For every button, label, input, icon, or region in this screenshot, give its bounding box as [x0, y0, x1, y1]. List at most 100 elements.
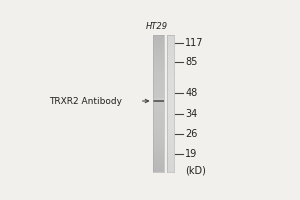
Bar [153, 40, 164, 42]
Bar [167, 144, 173, 146]
Bar [153, 55, 164, 57]
Bar [153, 105, 164, 107]
Bar [153, 134, 164, 136]
Bar [153, 69, 164, 71]
Bar [153, 151, 164, 153]
Bar [153, 81, 164, 83]
Bar [167, 79, 173, 81]
Bar [167, 127, 173, 129]
Bar [153, 168, 164, 170]
Bar [153, 78, 164, 79]
Bar [167, 67, 173, 69]
Bar [153, 38, 164, 40]
Bar [167, 122, 173, 124]
Bar [153, 76, 164, 78]
Bar [153, 117, 164, 119]
Bar [167, 163, 173, 165]
Bar [153, 132, 164, 134]
Bar [153, 48, 164, 50]
Bar [167, 47, 173, 48]
Bar [153, 158, 164, 160]
Text: HT29: HT29 [146, 22, 168, 31]
Bar [153, 57, 164, 59]
Bar [153, 119, 164, 120]
Bar [167, 40, 173, 42]
Bar [153, 127, 164, 129]
Bar [167, 42, 173, 43]
Text: 48: 48 [185, 88, 197, 98]
Text: 85: 85 [185, 57, 197, 67]
Bar [153, 163, 164, 165]
Bar [167, 146, 173, 148]
Text: 19: 19 [185, 149, 197, 159]
Bar [153, 71, 164, 72]
Bar [167, 83, 173, 84]
Bar [153, 156, 164, 158]
Bar [153, 115, 164, 117]
Bar [153, 155, 164, 156]
Bar [153, 90, 164, 91]
Text: 26: 26 [185, 129, 197, 139]
Bar [153, 66, 164, 67]
Bar [167, 141, 173, 143]
Bar [167, 66, 173, 67]
Bar [153, 47, 164, 48]
Bar [167, 138, 173, 139]
Bar [167, 155, 173, 156]
Bar [167, 102, 173, 103]
Bar [153, 88, 164, 90]
Bar [153, 153, 164, 155]
Bar [153, 108, 164, 110]
Bar [153, 67, 164, 69]
Bar [153, 167, 164, 168]
Bar [167, 69, 173, 71]
Bar [167, 45, 173, 47]
Bar [153, 139, 164, 141]
Bar [167, 139, 173, 141]
Bar [167, 98, 173, 100]
Bar [153, 122, 164, 124]
Bar [167, 124, 173, 126]
Bar [167, 74, 173, 76]
Bar [167, 55, 173, 57]
Bar [153, 162, 164, 163]
Bar [167, 93, 173, 95]
Bar [153, 54, 164, 55]
Bar [153, 60, 164, 62]
Bar [153, 148, 164, 150]
Bar [167, 48, 173, 50]
Bar [167, 119, 173, 120]
Bar [167, 84, 173, 86]
Bar [153, 126, 164, 127]
Bar [167, 95, 173, 96]
Bar [153, 98, 164, 100]
Bar [167, 60, 173, 62]
Bar [153, 100, 164, 102]
Bar [153, 95, 164, 96]
Bar [167, 158, 173, 160]
Bar [167, 110, 173, 112]
Bar [153, 110, 164, 112]
Bar [153, 144, 164, 146]
Bar [153, 45, 164, 47]
Bar [153, 112, 164, 114]
Bar [167, 96, 173, 98]
Bar [167, 100, 173, 102]
Bar [153, 91, 164, 93]
Bar [167, 165, 173, 167]
Bar [167, 64, 173, 66]
Bar [153, 124, 164, 126]
Bar [153, 102, 164, 103]
Bar [167, 168, 173, 170]
Bar [153, 107, 164, 108]
Bar [153, 150, 164, 151]
Bar [153, 131, 164, 132]
Bar [167, 129, 173, 131]
Bar [167, 162, 173, 163]
Bar [153, 129, 164, 131]
Bar [167, 148, 173, 150]
Bar [167, 136, 173, 138]
Bar [167, 57, 173, 59]
Bar [167, 167, 173, 168]
Bar [153, 72, 164, 74]
